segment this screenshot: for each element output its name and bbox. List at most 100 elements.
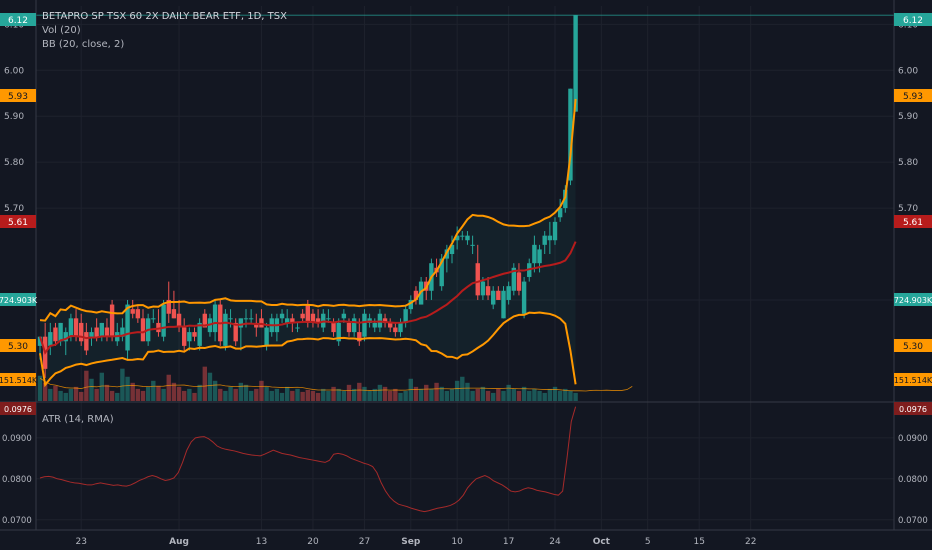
candle-body bbox=[58, 322, 63, 342]
badge-last-right bbox=[894, 13, 932, 26]
time-tick-label: 22 bbox=[745, 537, 756, 547]
candle-body bbox=[130, 309, 135, 314]
volume-bar bbox=[37, 375, 43, 401]
badge-volma-right-text: 151.514K bbox=[894, 376, 932, 385]
volume-bar bbox=[568, 390, 573, 401]
candle-body bbox=[460, 235, 465, 237]
atr-tick-label-right: 0.0800 bbox=[898, 475, 928, 485]
candle-body bbox=[382, 318, 388, 323]
volume-bar bbox=[63, 392, 68, 401]
candle-body bbox=[573, 15, 578, 112]
volume-bar bbox=[341, 390, 347, 401]
volume-bar bbox=[145, 386, 151, 401]
volume-bar bbox=[238, 382, 244, 401]
candle-body bbox=[68, 318, 74, 337]
atr-indicator-label: ATR (14, RMA) bbox=[42, 414, 114, 425]
candle-body bbox=[547, 235, 553, 241]
badge-volma-left bbox=[0, 373, 36, 386]
volume-bar bbox=[496, 388, 501, 401]
badge-basis-left bbox=[0, 215, 36, 228]
volume-bar bbox=[305, 389, 310, 401]
badge-volma-left-text: 151.514K bbox=[0, 376, 38, 385]
candle-body bbox=[166, 299, 171, 314]
badge-bbup-left-text: 5.93 bbox=[8, 92, 28, 102]
volume-bar bbox=[79, 391, 84, 401]
volume-bar bbox=[68, 388, 74, 401]
volume-bar bbox=[264, 386, 269, 401]
candle-body bbox=[197, 322, 202, 346]
volume-bar bbox=[248, 390, 254, 401]
candle-body bbox=[264, 327, 269, 346]
volume-bar bbox=[532, 388, 537, 401]
volume-bar bbox=[218, 388, 223, 401]
price-tick-label-left: 6.00 bbox=[4, 66, 24, 76]
candle-body bbox=[109, 304, 115, 337]
candle-body bbox=[135, 309, 141, 319]
volume-bar bbox=[151, 380, 156, 401]
badge-basis-left-text: 5.61 bbox=[8, 218, 28, 228]
volume-bar bbox=[480, 386, 486, 401]
volume-bar bbox=[413, 386, 419, 401]
candle-body bbox=[449, 244, 455, 255]
candle-body bbox=[125, 304, 130, 351]
volume-bar bbox=[99, 372, 104, 401]
candle-body bbox=[254, 322, 259, 328]
candle-body bbox=[470, 244, 475, 246]
volume-bar bbox=[403, 390, 408, 401]
volume-bar bbox=[161, 388, 166, 401]
price-tick-label-right: 5.70 bbox=[898, 204, 918, 214]
badge-bbup-left bbox=[0, 89, 36, 102]
volume-bar bbox=[243, 384, 249, 401]
candle-body bbox=[63, 332, 68, 342]
volume-bar bbox=[300, 391, 305, 401]
volume-bar bbox=[84, 370, 89, 401]
volume-bar bbox=[491, 392, 496, 401]
candle-body bbox=[171, 309, 177, 319]
volume-bar bbox=[346, 384, 352, 401]
candle-body bbox=[485, 286, 491, 296]
volume-bar bbox=[223, 390, 228, 401]
candle-body bbox=[465, 235, 470, 241]
atr-line bbox=[39, 406, 577, 513]
volume-bar bbox=[156, 385, 161, 401]
candle-body bbox=[248, 318, 254, 320]
badge-atr-left bbox=[0, 402, 36, 415]
volume-bar bbox=[53, 385, 58, 401]
volume-bar bbox=[115, 392, 120, 401]
volume-bar bbox=[295, 388, 300, 401]
volume-bar bbox=[197, 384, 202, 401]
price-tick-label-right: 5.90 bbox=[898, 112, 918, 122]
badge-last-right-text: 6.12 bbox=[903, 16, 923, 26]
volume-bar bbox=[398, 392, 403, 401]
atr-tick-label-left: 0.0900 bbox=[2, 434, 32, 444]
candle-body bbox=[351, 318, 357, 333]
volume-ma-line bbox=[39, 377, 633, 392]
candle-body bbox=[408, 299, 413, 310]
candle-body bbox=[156, 322, 161, 333]
time-tick-label: 5 bbox=[645, 537, 651, 547]
volume-bar bbox=[485, 390, 491, 401]
volume-bar bbox=[176, 386, 182, 401]
atr-pane bbox=[0, 401, 932, 513]
candle-body bbox=[233, 322, 238, 342]
indicator-lines bbox=[36, 14, 894, 392]
candle-body bbox=[532, 244, 537, 264]
candle-body bbox=[537, 249, 542, 264]
candle-body bbox=[140, 318, 146, 342]
candle-body bbox=[310, 313, 316, 323]
candle-body bbox=[79, 322, 84, 342]
candle-body bbox=[176, 313, 182, 328]
volume-bar bbox=[454, 380, 460, 401]
volume-bar bbox=[254, 388, 259, 401]
volume-bar bbox=[135, 388, 141, 401]
volume-bar bbox=[367, 390, 372, 401]
candle-body bbox=[521, 281, 527, 314]
volume-bar bbox=[439, 386, 444, 401]
volume-bar bbox=[89, 378, 94, 401]
candle-body bbox=[89, 332, 94, 337]
badge-vol-left-text: 724.903K bbox=[0, 296, 38, 305]
volume-bar bbox=[182, 390, 187, 401]
candle-body bbox=[398, 322, 403, 333]
price-tick-label-left: 5.70 bbox=[4, 204, 24, 214]
volume-bar bbox=[94, 388, 99, 401]
